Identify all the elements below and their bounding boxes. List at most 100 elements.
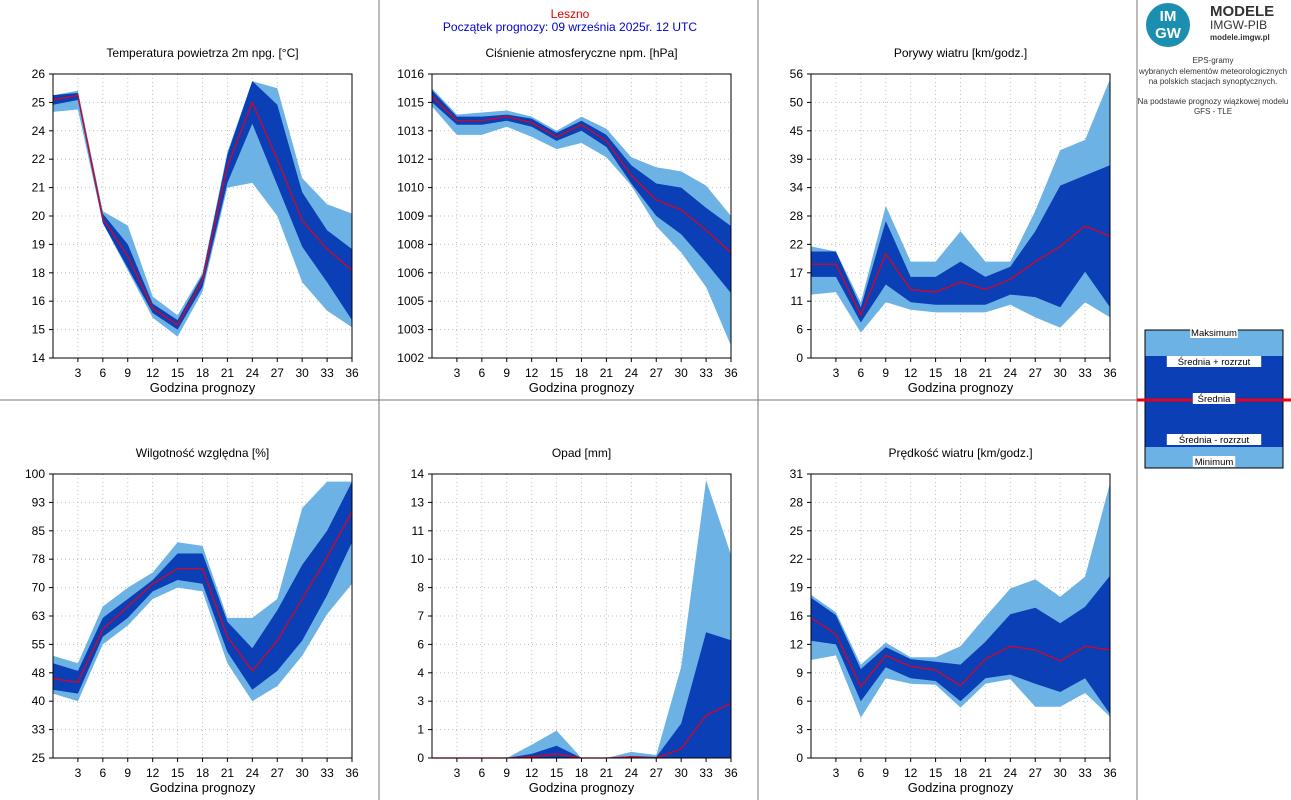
- x-tick-label: 9: [882, 766, 889, 780]
- mean-line: [811, 225, 1111, 317]
- x-tick-label: 36: [724, 766, 738, 780]
- y-tick-label: 14: [411, 467, 425, 481]
- y-tick-label: 45: [790, 124, 804, 138]
- y-tick-label: 16: [790, 609, 804, 623]
- y-tick-label: 1016: [397, 67, 424, 81]
- y-tick-label: 1010: [397, 181, 424, 195]
- x-tick-label: 21: [600, 766, 614, 780]
- x-tick-label: 12: [525, 766, 539, 780]
- y-tick-label: 7: [417, 609, 424, 623]
- y-tick-label: 26: [32, 67, 46, 81]
- y-tick-label: 1012: [397, 152, 424, 166]
- chart-pressure: Ciśnienie atmosferyczne npm. [hPa] 1002 10…: [397, 46, 738, 395]
- x-tick-label: 15: [550, 766, 564, 780]
- x-tick-label: 3: [75, 366, 82, 380]
- y-tick-label: 15: [32, 323, 46, 337]
- y-tick-label: 22: [790, 237, 804, 251]
- legend-mean-label: Średnia: [1198, 393, 1231, 405]
- x-axis-label: Godzina prognozy: [908, 780, 1014, 795]
- x-tick-label: 24: [1004, 366, 1018, 380]
- x-tick-label: 30: [1053, 366, 1067, 380]
- x-tick-label: 30: [1053, 766, 1067, 780]
- mean-line: [810, 617, 1111, 688]
- chart-wind-speed: Prędkość wiatru [km/godz.]03691216192225…: [790, 446, 1117, 795]
- y-tick-label: 17: [790, 266, 804, 280]
- legend-mean-plus-label: Średnia + rozrzut: [1178, 356, 1251, 368]
- y-tick-label: 1: [417, 723, 424, 737]
- x-tick-label: 21: [221, 366, 235, 380]
- band-mean-spread: [53, 81, 352, 330]
- band-mean-spread: [432, 90, 731, 294]
- y-tick-label: 1009: [397, 209, 424, 223]
- x-axis-label: Godzina prognozy: [529, 780, 635, 795]
- band-mean-spread: [432, 632, 731, 758]
- y-tick-label: 22: [790, 552, 804, 566]
- chart-title: Opad [mm]: [552, 446, 611, 460]
- y-tick-label: 4: [417, 666, 424, 680]
- y-tick-label: 3: [796, 723, 803, 737]
- plot-frame: [431, 73, 732, 359]
- chart-title: Ciśnienie atmosferyczne npm. [hPa]: [485, 46, 677, 60]
- x-tick-label: 18: [954, 366, 968, 380]
- x-tick-label: 27: [1029, 766, 1043, 780]
- x-tick-label: 6: [857, 366, 864, 380]
- y-tick-label: 25: [32, 95, 46, 109]
- legend: Maksimum Średnia + rozrzut Średnia Średnia …: [1137, 327, 1291, 469]
- y-tick-label: 56: [790, 67, 804, 81]
- y-tick-label: 34: [790, 181, 804, 195]
- x-tick-label: 27: [1029, 366, 1043, 380]
- y-tick-label: 0: [796, 751, 803, 765]
- legend-label-bg: [1192, 393, 1236, 404]
- plot-frame: [431, 473, 732, 759]
- x-tick-label: 3: [833, 366, 840, 380]
- x-tick-label: 15: [550, 366, 564, 380]
- y-tick-label: 40: [32, 694, 46, 708]
- x-tick-label: 24: [246, 366, 260, 380]
- plot-frame: [52, 73, 353, 359]
- y-tick-label: 22: [32, 152, 46, 166]
- x-tick-label: 21: [221, 766, 235, 780]
- x-tick-label: 9: [503, 766, 510, 780]
- x-tick-label: 6: [478, 366, 485, 380]
- y-tick-label: 9: [796, 666, 803, 680]
- y-tick-label: 1015: [397, 95, 424, 109]
- x-tick-label: 15: [929, 366, 943, 380]
- imgw-logo[interactable]: IM GW MODELE IMGW-PIB modele.imgw.pl: [1140, 0, 1291, 50]
- chart-humidity: Wilgotność względna [%]25334048556370788…: [25, 446, 359, 795]
- x-tick-label: 27: [650, 766, 664, 780]
- y-tick-label: 1013: [397, 124, 424, 138]
- x-tick-label: 21: [979, 766, 993, 780]
- y-tick-label: 13: [411, 495, 425, 509]
- y-tick-label: 1006: [397, 266, 424, 280]
- x-tick-label: 18: [954, 766, 968, 780]
- x-tick-label: 3: [833, 766, 840, 780]
- x-tick-label: 6: [99, 366, 106, 380]
- y-tick-label: 1008: [397, 237, 424, 251]
- legend-mean-minus-label: Średnia - rozrzut: [1179, 434, 1250, 446]
- legend-max-label: Maksimum: [1191, 328, 1237, 339]
- x-tick-label: 3: [454, 366, 461, 380]
- band-mean-spread: [811, 575, 1110, 714]
- plot-frame: [52, 473, 353, 759]
- y-tick-label: 18: [32, 266, 46, 280]
- x-tick-label: 15: [929, 766, 943, 780]
- x-tick-label: 27: [271, 766, 285, 780]
- imgw-badge: IM GW: [1146, 3, 1190, 47]
- y-tick-label: 21: [32, 181, 46, 195]
- x-tick-label: 18: [196, 766, 210, 780]
- x-tick-label: 27: [271, 366, 285, 380]
- info-line: Na podstawie prognozy wiązkowej modelu: [1137, 96, 1289, 106]
- x-tick-label: 12: [904, 366, 918, 380]
- y-tick-label: 1005: [397, 294, 424, 308]
- info-text: EPS-gramy wybranych elementów meteorolog…: [1135, 56, 1291, 118]
- mean-line: [52, 94, 353, 326]
- y-tick-label: 55: [32, 637, 46, 651]
- x-tick-label: 9: [124, 766, 131, 780]
- y-tick-label: 11: [791, 294, 804, 308]
- x-tick-label: 24: [625, 766, 639, 780]
- x-axis-label: Godzina prognozy: [150, 780, 256, 795]
- x-tick-label: 9: [124, 366, 131, 380]
- x-axis-label: Godzina prognozy: [908, 380, 1014, 395]
